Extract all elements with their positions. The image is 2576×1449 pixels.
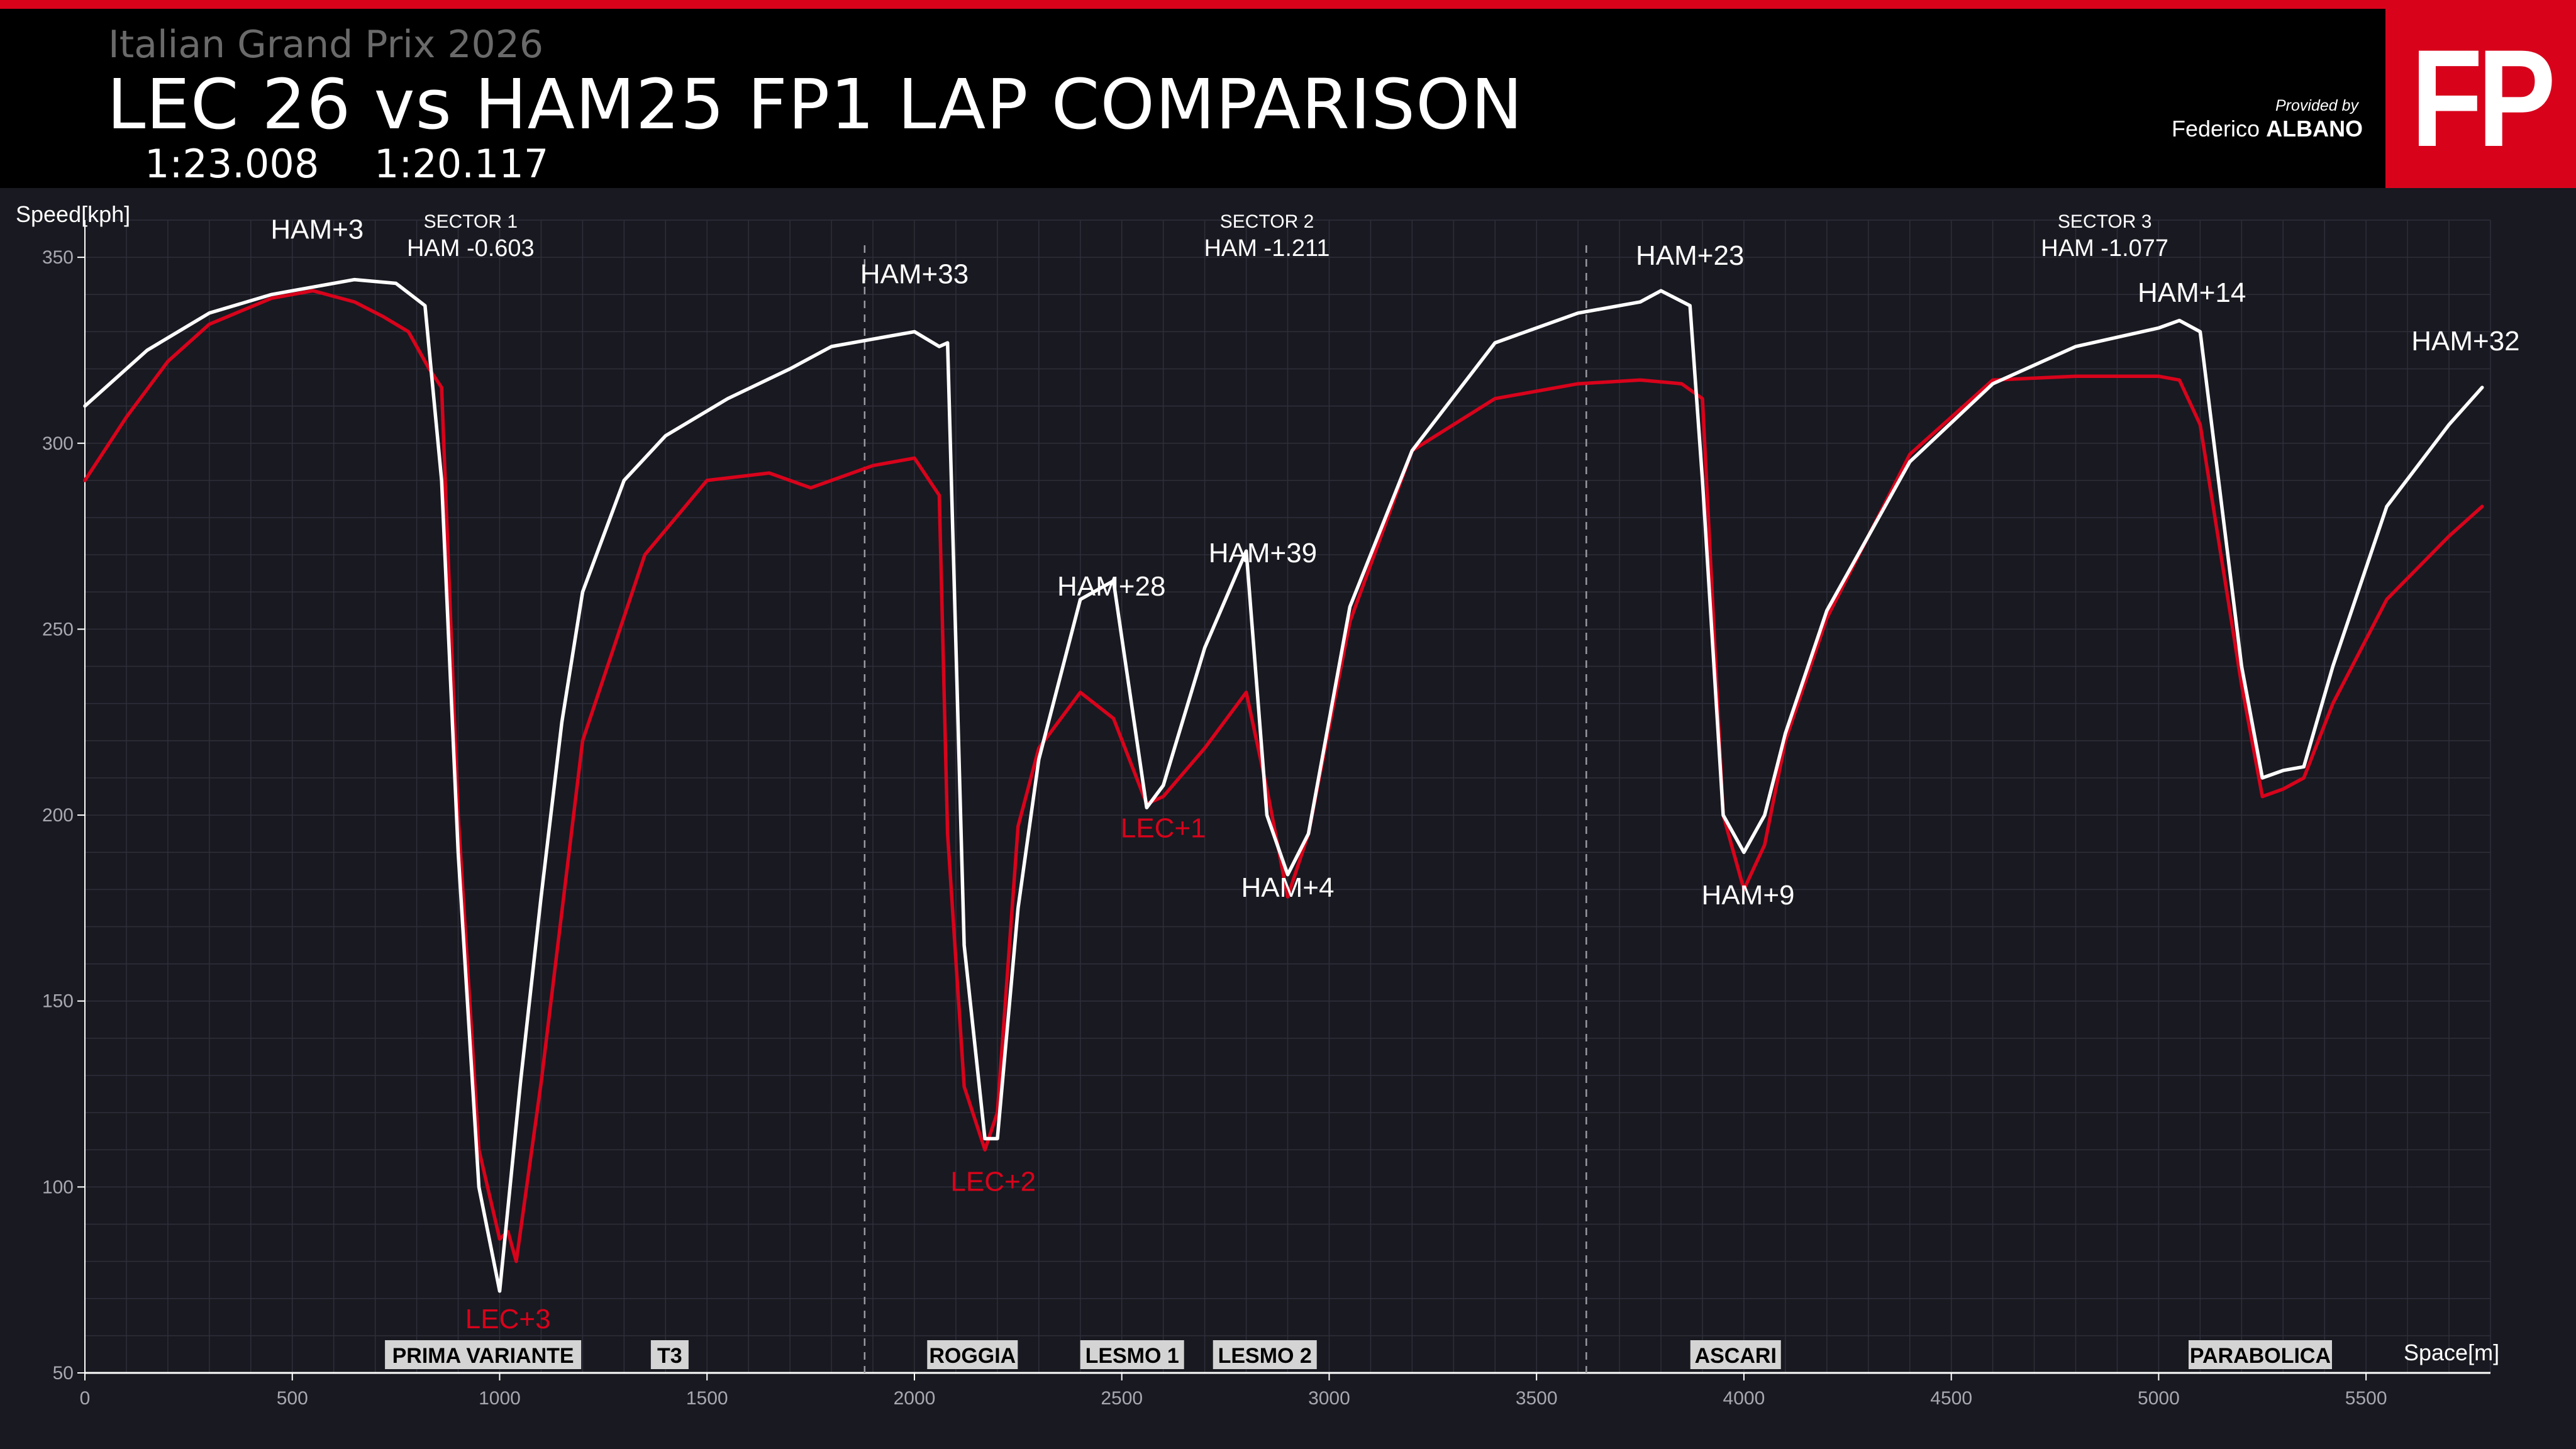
sector-name: SECTOR 3 — [2058, 211, 2152, 232]
series-line-lec — [83, 289, 2484, 1263]
top-accent-bar — [0, 0, 2576, 9]
corner-label: ROGGIA — [929, 1344, 1016, 1368]
speed-comparison-chart: 0 500 1000 1500 2000 2500 3000 3500 4000 4500 5000… — [16, 201, 2520, 1409]
sector-delta: HAM -0.603 — [407, 235, 535, 262]
delta-annotation-ham: HAM+14 — [2138, 277, 2246, 308]
delta-annotation-ham: HAM+23 — [1636, 240, 1744, 271]
corner-label-background — [650, 1340, 689, 1369]
author-last-name: ALBANO — [2266, 116, 2363, 142]
x-tick-label: 1000 — [479, 1388, 521, 1409]
page-title: LEC 26 vs HAM25 FP1 LAP COMPARISON — [107, 64, 1523, 145]
sector-name: SECTOR 2 — [1220, 211, 1314, 232]
x-tick-label: 2000 — [894, 1388, 936, 1409]
event-subtitle: Italian Grand Prix 2026 — [108, 23, 544, 67]
lap-time-lec: 1:23.008 — [145, 141, 319, 187]
corner-label: LESMO 2 — [1218, 1344, 1312, 1368]
delta-annotation-lec: LEC+3 — [465, 1304, 551, 1335]
x-tick-label: 0 — [80, 1388, 91, 1409]
x-tick-label: 500 — [277, 1388, 308, 1409]
corner-label: PRIMA VARIANTE — [392, 1344, 574, 1368]
sector-delta: HAM -1.211 — [1204, 235, 1330, 262]
header-panel: Italian Grand Prix 2026 LEC 26 vs HAM25 … — [0, 9, 2385, 188]
delta-annotation-ham: HAM+3 — [270, 214, 364, 245]
y-tick-label: 100 — [42, 1177, 74, 1197]
delta-annotation-lec: LEC+1 — [1121, 813, 1206, 844]
corner-label: ASCARI — [1695, 1344, 1777, 1368]
sector-name: SECTOR 1 — [424, 211, 518, 232]
y-tick-label: 50 — [53, 1363, 74, 1384]
fp-logo: FP — [2385, 9, 2576, 188]
provided-by-label: Provided by — [2275, 97, 2359, 114]
x-tick-label: 4500 — [1930, 1388, 1972, 1409]
delta-annotation-ham: HAM+9 — [1702, 880, 1795, 911]
delta-annotation-ham: HAM+28 — [1057, 571, 1165, 602]
x-axis-label: Space[m] — [2404, 1340, 2499, 1365]
x-tick-label: 4000 — [1723, 1388, 1765, 1409]
corner-label: T3 — [657, 1344, 682, 1368]
x-tick-label: 1500 — [686, 1388, 728, 1409]
x-tick-label: 5000 — [2138, 1388, 2180, 1409]
delta-annotation-ham: HAM+39 — [1209, 538, 1317, 569]
y-tick-label: 300 — [42, 433, 74, 454]
sector-delta: HAM -1.077 — [2041, 235, 2168, 262]
delta-annotation-ham: HAM+33 — [860, 259, 969, 290]
y-axis-label: Speed[kph] — [16, 201, 130, 227]
y-tick-label: 350 — [42, 247, 74, 268]
y-tick-label: 150 — [42, 991, 74, 1012]
corner-label-background — [1213, 1340, 1317, 1369]
corner-label-background — [1080, 1340, 1184, 1369]
x-tick-label: 2500 — [1101, 1388, 1143, 1409]
y-tick-label: 200 — [42, 805, 74, 826]
x-tick-label: 3500 — [1516, 1388, 1558, 1409]
corner-label-background — [927, 1340, 1018, 1369]
series-line-ham — [83, 277, 2484, 1293]
x-tick-label: 3000 — [1308, 1388, 1350, 1409]
fp-logo-text: FP — [2411, 21, 2556, 175]
author-first-name: Federico — [2172, 116, 2260, 142]
y-tick-label: 250 — [42, 619, 74, 640]
corner-label-background — [1690, 1340, 1781, 1369]
delta-annotation-lec: LEC+2 — [950, 1166, 1036, 1197]
delta-annotation-ham: HAM+32 — [2411, 326, 2519, 357]
lap-time-ham: 1:20.117 — [374, 141, 549, 187]
corner-label: PARABOLICA — [2190, 1344, 2331, 1368]
author-credit: Federico ALBANO — [2172, 116, 2363, 142]
delta-annotation-ham: HAM+4 — [1241, 872, 1335, 903]
corner-label-background — [2188, 1340, 2332, 1369]
x-tick-label: 5500 — [2345, 1388, 2387, 1409]
corner-label-background — [385, 1340, 582, 1369]
corner-label: LESMO 1 — [1085, 1344, 1179, 1368]
